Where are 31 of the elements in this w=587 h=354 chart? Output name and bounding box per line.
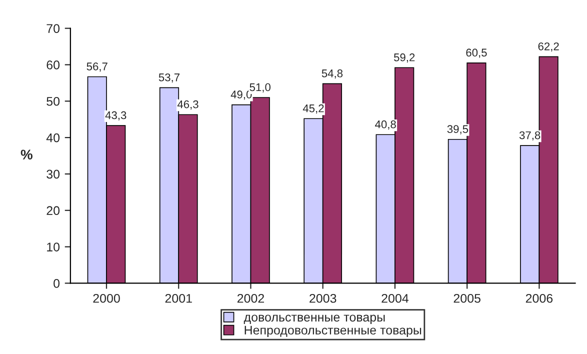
x-tick-label: 2004 xyxy=(382,294,409,303)
data-label: 43,3 xyxy=(105,111,126,120)
x-tick-label: 2006 xyxy=(526,294,553,303)
data-label: 39,5 xyxy=(447,125,468,134)
data-label: 45,2 xyxy=(302,104,324,114)
data-label: 62,2 xyxy=(538,42,559,52)
data-label: 46,3 xyxy=(177,100,198,110)
y-tick-label: 30 xyxy=(46,170,60,179)
data-label: 60,5 xyxy=(466,48,487,58)
data-label: 54,8 xyxy=(322,69,343,79)
data-label: 37,8 xyxy=(519,131,540,141)
y-tick-label: 60 xyxy=(46,60,60,70)
data-label: 51,0 xyxy=(250,83,270,92)
y-tick-label: 0 xyxy=(54,279,60,288)
x-tick-label: 2005 xyxy=(454,294,480,303)
x-tick-label: 2001 xyxy=(165,294,192,303)
y-tick-label: 50 xyxy=(46,96,60,106)
data-label: 40,8 xyxy=(375,120,396,130)
x-tick-label: 2000 xyxy=(93,294,120,303)
legend-label: довольственные товары xyxy=(244,314,385,324)
y-tick-label: 20 xyxy=(46,206,60,216)
legend-label: Непродовольственные товары xyxy=(244,326,422,338)
y-axis-title: % xyxy=(20,150,32,160)
y-tick-label: 70 xyxy=(46,24,60,33)
x-tick-label: 2002 xyxy=(237,294,264,303)
y-tick-label: 10 xyxy=(47,242,60,252)
data-label: 53,7 xyxy=(158,73,180,83)
data-label: 59,2 xyxy=(394,53,415,63)
data-label: 56,7 xyxy=(86,62,108,72)
x-tick-label: 2003 xyxy=(310,294,336,303)
y-tick-label: 40 xyxy=(46,133,60,142)
